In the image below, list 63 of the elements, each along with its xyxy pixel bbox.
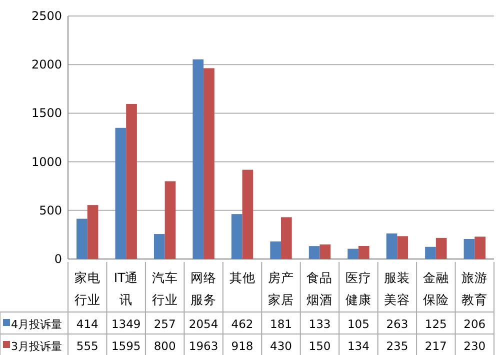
bar <box>464 238 475 259</box>
bar <box>204 68 214 259</box>
bar <box>348 248 358 259</box>
bar <box>115 128 126 259</box>
bar <box>358 246 370 259</box>
y-tick-label: 500 <box>39 203 62 218</box>
data-label: 2054 <box>188 317 218 331</box>
data-label: 133 <box>308 317 331 331</box>
bar <box>397 236 408 259</box>
data-label: 462 <box>231 317 254 331</box>
bar <box>164 181 176 259</box>
x-tick-label: 旅游教育 <box>462 270 488 307</box>
data-label: 918 <box>231 339 254 353</box>
y-tick-label: 2000 <box>31 58 62 72</box>
x-tick-label: 医疗健康 <box>345 270 372 307</box>
bar <box>270 241 281 259</box>
data-label: 1349 <box>111 317 141 331</box>
bar <box>436 238 447 259</box>
data-label: 555 <box>76 339 98 353</box>
y-tick-label: 1000 <box>31 154 62 169</box>
data-label: 1595 <box>111 339 141 353</box>
bar <box>192 59 204 259</box>
data-label: 105 <box>347 317 370 331</box>
x-tick-label: 服装美容 <box>384 270 410 307</box>
bar <box>386 233 398 259</box>
bar <box>242 170 254 259</box>
y-tick-label: 1500 <box>31 106 62 120</box>
data-label: 217 <box>424 339 447 353</box>
x-tick-label: 食品烟酒 <box>306 270 333 307</box>
data-label: 257 <box>154 317 176 331</box>
bar <box>154 234 165 259</box>
x-tick-label: 房产家居 <box>268 270 294 307</box>
data-label: 125 <box>424 317 447 331</box>
bar <box>231 214 242 259</box>
data-label: 235 <box>386 339 408 353</box>
bar <box>126 104 137 259</box>
data-label: 181 <box>270 317 292 331</box>
bar <box>281 217 292 259</box>
legend-label: 4月投诉量 <box>11 318 62 331</box>
x-tick-label: 汽车行业 <box>152 270 178 307</box>
x-tick-label: 网络服务 <box>190 270 217 307</box>
data-label: 150 <box>308 339 331 353</box>
legend-label: 3月投诉量 <box>11 340 62 353</box>
x-tick-label: IT通讯 <box>114 270 138 307</box>
x-tick-label: 其他 <box>229 270 256 285</box>
x-tick-label: 家电行业 <box>74 270 100 307</box>
bar <box>76 218 88 259</box>
data-label: 263 <box>386 317 408 331</box>
data-label: 800 <box>154 339 176 353</box>
y-tick-label: 0 <box>54 252 62 266</box>
bar <box>320 244 331 259</box>
bar <box>425 246 436 259</box>
data-label: 414 <box>76 317 98 331</box>
bar <box>87 205 98 259</box>
data-label: 230 <box>464 339 486 353</box>
data-label: 1963 <box>188 339 218 353</box>
data-label: 134 <box>347 339 370 353</box>
data-label: 206 <box>464 317 486 331</box>
bar <box>474 236 486 259</box>
data-label: 430 <box>270 339 292 353</box>
y-tick-label: 2500 <box>31 9 62 23</box>
x-tick-label: 金融保险 <box>422 270 449 307</box>
bar <box>308 246 320 259</box>
